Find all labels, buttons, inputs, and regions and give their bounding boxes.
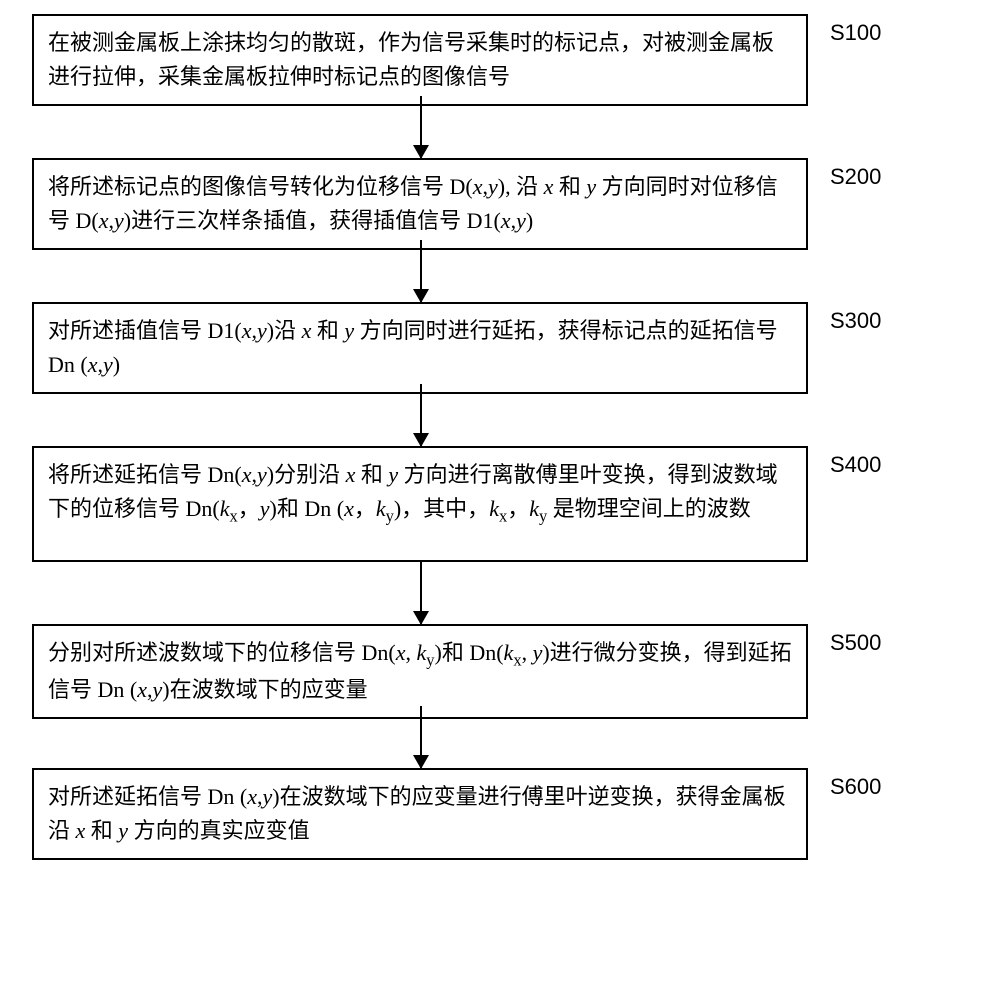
flow-box: 对所述插值信号 D1(x,y)沿 x 和 y 方向同时进行延拓，获得标记点的延拓… [32, 302, 808, 394]
flow-arrow [420, 706, 422, 768]
flow-box-text: 对所述插值信号 D1(x,y)沿 x 和 y 方向同时进行延拓，获得标记点的延拓… [48, 318, 783, 377]
flow-box-text: 将所述标记点的图像信号转化为位移信号 D(x,y), 沿 x 和 y 方向同时对… [48, 174, 778, 233]
flow-step-s500: 分别对所述波数域下的位移信号 Dn(x, ky)和 Dn(kx, y)进行微分变… [32, 624, 881, 719]
flowchart-canvas: 在被测金属板上涂抹均匀的散斑，作为信号采集时的标记点，对被测金属板进行拉伸，采集… [0, 0, 982, 1000]
flow-box: 将所述延拓信号 Dn(x,y)分别沿 x 和 y 方向进行离散傅里叶变换，得到波… [32, 446, 808, 562]
flow-box: 分别对所述波数域下的位移信号 Dn(x, ky)和 Dn(kx, y)进行微分变… [32, 624, 808, 719]
flow-box-text: 在被测金属板上涂抹均匀的散斑，作为信号采集时的标记点，对被测金属板进行拉伸，采集… [48, 30, 774, 89]
flow-box: 对所述延拓信号 Dn (x,y)在波数域下的应变量进行傅里叶逆变换，获得金属板沿… [32, 768, 808, 860]
step-label: S500 [830, 630, 881, 656]
flow-step-s300: 对所述插值信号 D1(x,y)沿 x 和 y 方向同时进行延拓，获得标记点的延拓… [32, 302, 881, 394]
flow-arrow [420, 240, 422, 302]
step-label: S400 [830, 452, 881, 478]
flow-step-s200: 将所述标记点的图像信号转化为位移信号 D(x,y), 沿 x 和 y 方向同时对… [32, 158, 881, 250]
flow-box: 在被测金属板上涂抹均匀的散斑，作为信号采集时的标记点，对被测金属板进行拉伸，采集… [32, 14, 808, 106]
flow-step-s600: 对所述延拓信号 Dn (x,y)在波数域下的应变量进行傅里叶逆变换，获得金属板沿… [32, 768, 881, 860]
flow-box-text: 将所述延拓信号 Dn(x,y)分别沿 x 和 y 方向进行离散傅里叶变换，得到波… [48, 462, 778, 521]
step-label: S100 [830, 20, 881, 46]
step-label: S300 [830, 308, 881, 334]
flow-box-text: 分别对所述波数域下的位移信号 Dn(x, ky)和 Dn(kx, y)进行微分变… [48, 640, 792, 702]
flow-arrow [420, 562, 422, 624]
flow-box-text: 对所述延拓信号 Dn (x,y)在波数域下的应变量进行傅里叶逆变换，获得金属板沿… [48, 784, 786, 843]
flow-box: 将所述标记点的图像信号转化为位移信号 D(x,y), 沿 x 和 y 方向同时对… [32, 158, 808, 250]
step-label: S600 [830, 774, 881, 800]
flow-step-s100: 在被测金属板上涂抹均匀的散斑，作为信号采集时的标记点，对被测金属板进行拉伸，采集… [32, 14, 881, 106]
flow-step-s400: 将所述延拓信号 Dn(x,y)分别沿 x 和 y 方向进行离散傅里叶变换，得到波… [32, 446, 881, 562]
step-label: S200 [830, 164, 881, 190]
flow-arrow [420, 96, 422, 158]
flow-arrow [420, 384, 422, 446]
